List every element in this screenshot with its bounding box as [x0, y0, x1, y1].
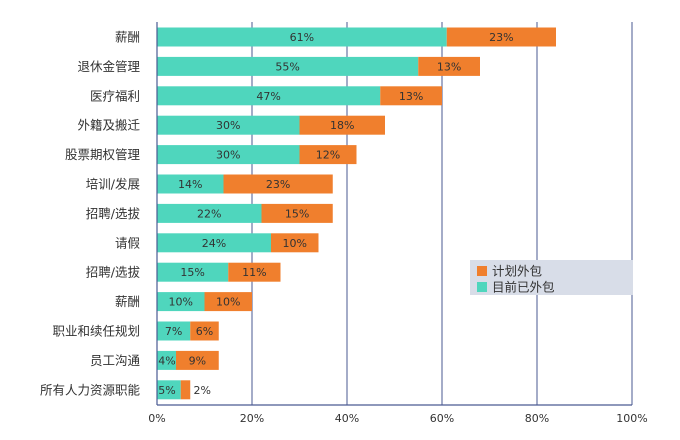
- bar-planned: [299, 115, 385, 135]
- bar-current: [157, 380, 181, 400]
- category-label: 薪酬: [115, 294, 140, 309]
- category-label: 招聘/选拔: [86, 206, 141, 221]
- bar-planned: [228, 262, 281, 282]
- data-label-current: 4%: [158, 354, 175, 367]
- category-label: 薪酬: [115, 30, 140, 45]
- bar-current: [157, 174, 224, 194]
- data-label-current: 30%: [216, 119, 240, 132]
- bar-current: [157, 350, 176, 370]
- data-label-current: 30%: [216, 149, 240, 162]
- data-label-current: 61%: [290, 31, 314, 44]
- bars: 61% 23% 55% 13% 47% 13% 30% 18% 30% 12% 14% 23% 22% 1…: [157, 27, 556, 400]
- bar-current: [157, 233, 271, 253]
- data-label-planned: 15%: [285, 207, 309, 220]
- legend-box: [470, 260, 633, 295]
- bar-current: [157, 321, 191, 341]
- bar-planned: [271, 233, 319, 253]
- bar-current: [157, 115, 300, 135]
- bar-current: [157, 292, 205, 312]
- bar-planned: [446, 27, 556, 47]
- data-label-planned: 6%: [196, 325, 213, 338]
- data-label-planned: 13%: [399, 90, 423, 103]
- bar-planned: [190, 321, 219, 341]
- bar-planned: [418, 56, 480, 76]
- data-label-current: 10%: [169, 296, 193, 309]
- bar-current: [157, 27, 447, 47]
- data-label-planned: 18%: [330, 119, 354, 132]
- data-label-current: 14%: [178, 178, 202, 191]
- data-label-planned: 23%: [266, 178, 290, 191]
- bar-current: [157, 145, 300, 165]
- data-label-current: 47%: [256, 90, 280, 103]
- x-axis: 0% 20% 40% 60% 80% 100%: [148, 22, 648, 425]
- data-label-planned: 10%: [283, 237, 307, 250]
- bar-planned: [261, 203, 333, 223]
- data-label-current: 5%: [158, 384, 175, 397]
- x-tick-label: 0%: [148, 412, 165, 425]
- legend-swatch: [477, 266, 487, 276]
- data-label-current: 7%: [165, 325, 182, 338]
- bar-planned: [176, 350, 219, 370]
- data-label-planned: 23%: [489, 31, 513, 44]
- legend-label: 计划外包: [492, 264, 542, 279]
- category-label: 培训/发展: [86, 177, 140, 192]
- data-label-planned: 12%: [316, 149, 340, 162]
- legend-label: 目前已外包: [492, 280, 555, 295]
- x-tick-label: 20%: [240, 412, 264, 425]
- x-tick-label: 60%: [430, 412, 454, 425]
- legend-swatch: [477, 282, 487, 292]
- x-tick-label: 40%: [335, 412, 359, 425]
- bar-current: [157, 56, 419, 76]
- data-label-planned: 10%: [216, 296, 240, 309]
- bar-planned: [223, 174, 333, 194]
- bar-planned: [204, 292, 252, 312]
- category-label: 股票期权管理: [65, 147, 141, 162]
- data-label-planned: 9%: [189, 354, 206, 367]
- bar-current: [157, 86, 381, 106]
- bar-planned: [180, 380, 191, 400]
- data-label-current: 22%: [197, 207, 221, 220]
- data-label-current: 24%: [202, 237, 226, 250]
- data-label-current: 15%: [180, 266, 204, 279]
- data-label-planned: 13%: [437, 60, 461, 73]
- category-label: 外籍及搬迁: [77, 118, 140, 133]
- category-label: 所有人力资源职能: [40, 382, 141, 397]
- category-label: 员工沟通: [90, 353, 141, 368]
- data-label-planned: 2%: [194, 384, 211, 397]
- category-labels: 薪酬退休金管理医疗福利外籍及搬迁股票期权管理培训/发展招聘/选拔请假招聘/选拔薪…: [40, 30, 141, 398]
- category-label: 招聘/选拔: [86, 265, 141, 280]
- category-label: 医疗福利: [90, 88, 140, 103]
- bar-planned: [380, 86, 442, 106]
- category-label: 职业和续任规划: [52, 324, 140, 339]
- bar-current: [157, 262, 229, 282]
- x-tick-label: 100%: [616, 412, 647, 425]
- data-label-planned: 11%: [242, 266, 266, 279]
- bar-planned: [299, 145, 357, 165]
- category-label: 请假: [115, 235, 141, 250]
- bar-current: [157, 203, 262, 223]
- x-tick-label: 80%: [525, 412, 549, 425]
- data-label-current: 55%: [275, 60, 299, 73]
- grid-lines: [251, 22, 633, 405]
- category-label: 退休金管理: [77, 59, 140, 74]
